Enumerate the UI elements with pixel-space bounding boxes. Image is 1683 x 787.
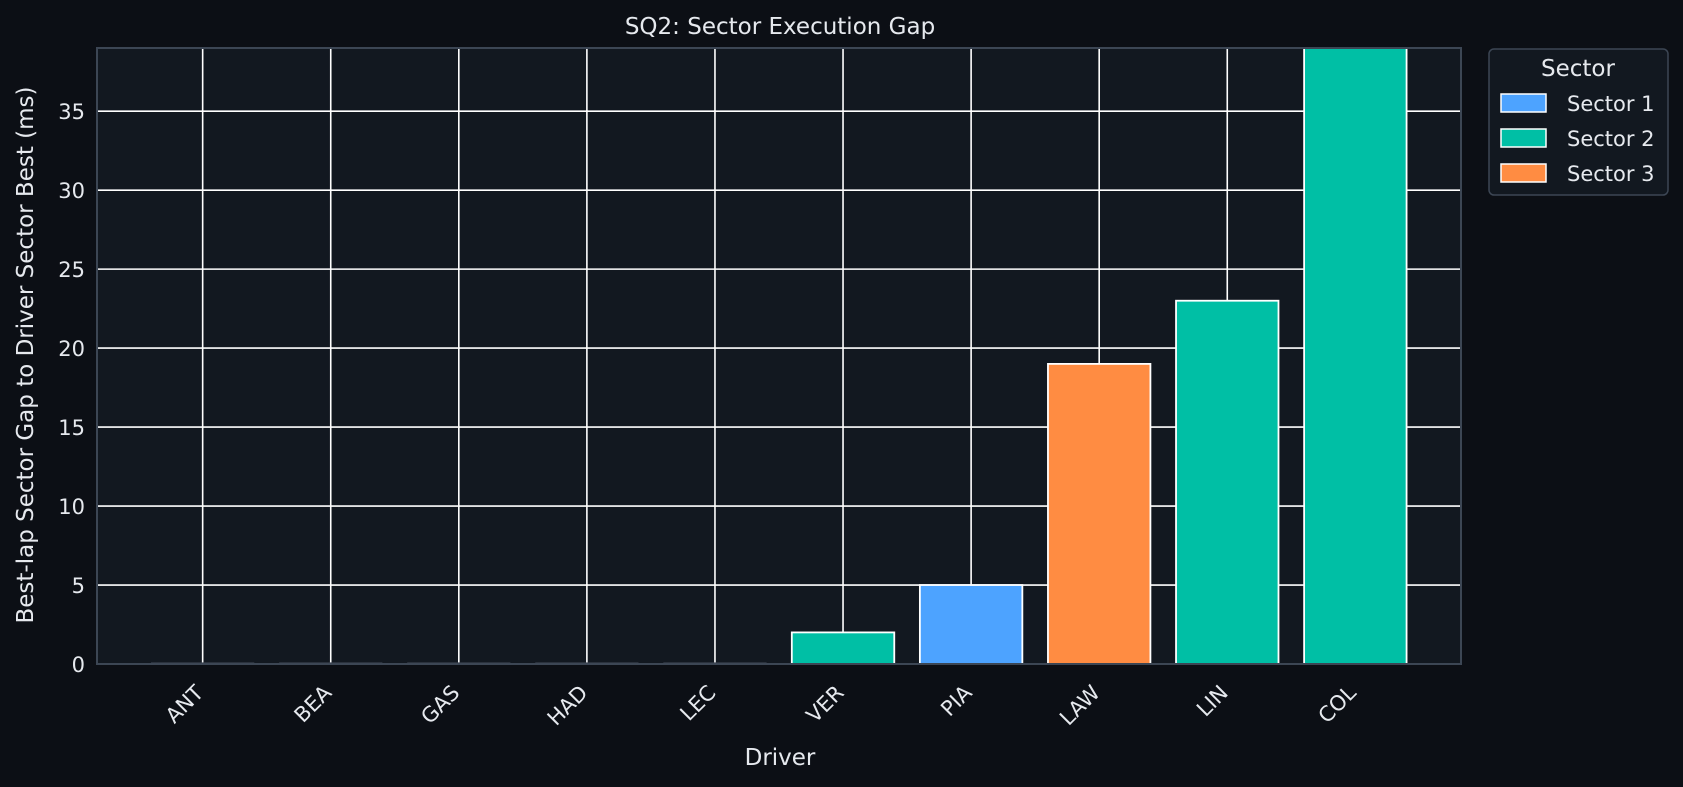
bar-lin [1175,299,1280,665]
legend-label: Sector 1 [1567,92,1655,116]
y-tick-label: 25 [58,258,85,282]
bar-pia [918,584,1024,665]
bar-col [1303,47,1408,665]
legend-box [1488,48,1669,196]
y-tick-label: 35 [58,100,85,124]
legend-swatch [1500,93,1547,113]
y-tick-label: 0 [72,653,85,677]
bar-law [1047,362,1152,665]
chart-title: SQ2: Sector Execution Gap [625,14,935,40]
y-axis-label: Best-lap Sector Gap to Driver Sector Bes… [13,86,39,623]
plot-frame [96,47,1462,665]
legend-title: Sector [1541,56,1615,82]
y-axis-ticks: 0 5 10 15 20 25 30 35 [58,100,85,677]
y-tick-label: 15 [58,416,85,440]
legend-entries: Sector 1 Sector 2 Sector 3 [1500,92,1655,186]
legend: Sector Sector 1 Sector 2 Sector 3 [1488,48,1669,196]
y-tick-label: 5 [72,574,85,598]
legend-label: Sector 2 [1567,127,1655,151]
x-axis-label: Driver [745,745,816,771]
y-tick-label: 30 [58,179,85,203]
y-tick-label: 10 [58,495,85,519]
y-tick-label: 20 [58,337,85,361]
legend-label: Sector 3 [1567,162,1655,186]
bars [151,47,1408,665]
legend-swatch [1500,128,1547,148]
legend-swatch [1500,163,1547,183]
bar-ver [790,631,896,665]
